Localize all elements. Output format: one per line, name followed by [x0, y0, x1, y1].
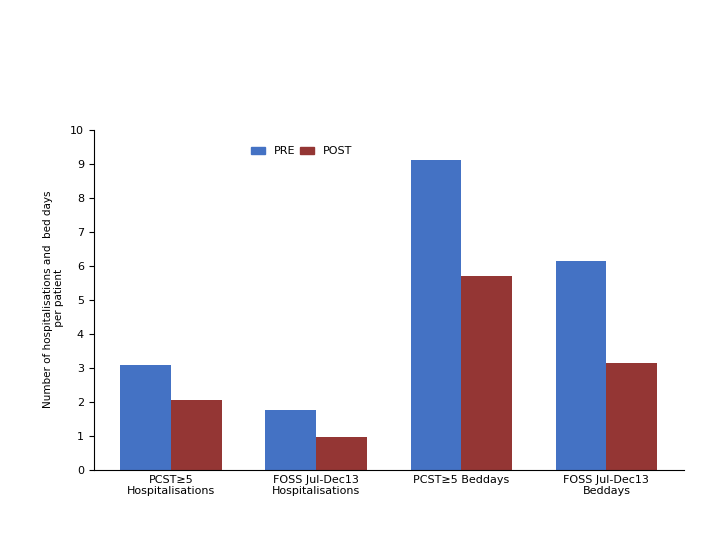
Text: COUNTIES
MANUKAU: COUNTIES MANUKAU — [613, 37, 669, 59]
Y-axis label: Number of hospitalisations and  bed days
 per patient: Number of hospitalisations and bed days … — [42, 191, 64, 408]
Text: Number of hospitalisations and bed days per patient for the PCST ≥5 cohort and
F: Number of hospitalisations and bed days … — [9, 33, 561, 76]
Legend: PRE, POST: PRE, POST — [247, 142, 356, 161]
Bar — [462, 276, 512, 470]
Bar — [606, 363, 657, 470]
Bar — [120, 366, 171, 470]
Bar — [556, 261, 606, 470]
Text: H E A L T H: H E A L T H — [620, 82, 662, 91]
Bar — [410, 160, 462, 470]
Bar — [171, 400, 222, 470]
Bar — [316, 437, 367, 470]
Bar — [266, 410, 316, 470]
